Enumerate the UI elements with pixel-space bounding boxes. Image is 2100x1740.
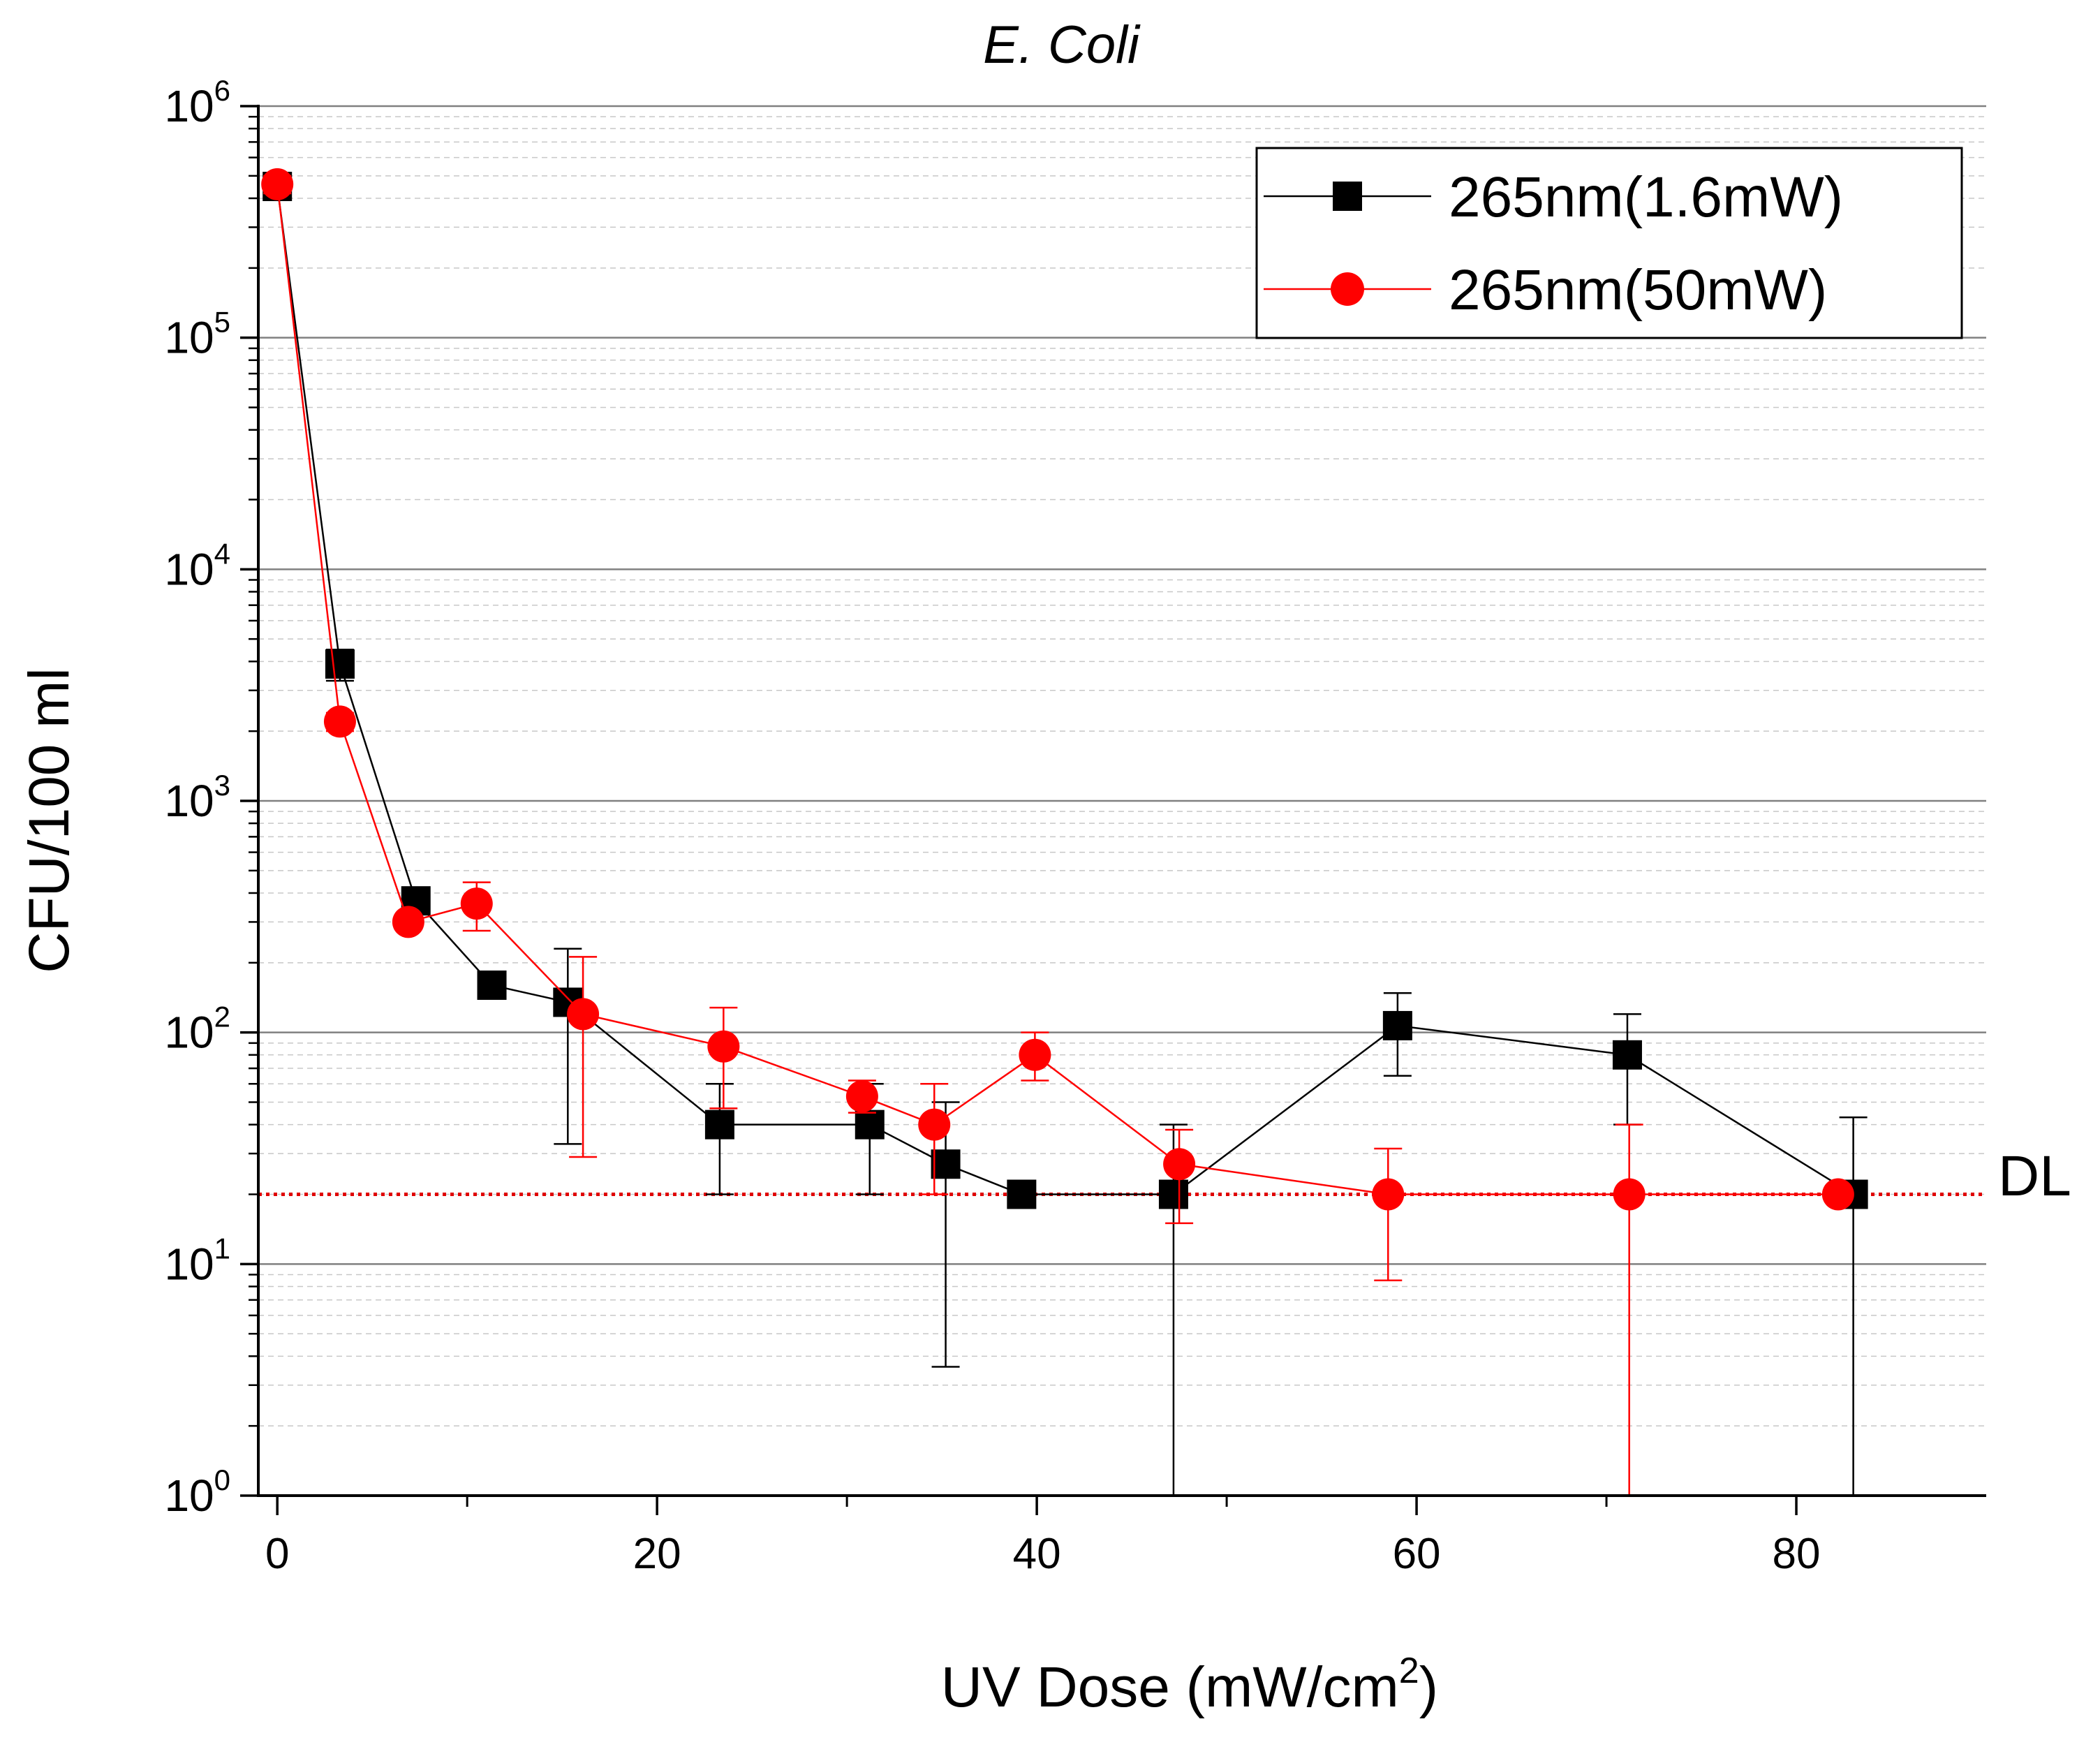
y-tick-base: 10: [164, 776, 214, 826]
y-tick-label: 104: [164, 537, 230, 594]
y-tick-exponent: 1: [214, 1232, 230, 1265]
legend-marker-series-1: [1333, 182, 1362, 211]
y-tick-exponent: 6: [214, 74, 230, 107]
series-1: [262, 172, 1868, 1496]
y-tick-exponent: 4: [214, 537, 230, 570]
y-tick-label: 101: [164, 1232, 230, 1289]
minor-gridlines: [258, 116, 1986, 1426]
detection-limit-label: DL: [1998, 1144, 2071, 1208]
y-tick-base: 10: [164, 1470, 214, 1521]
y-tick-exponent: 5: [214, 306, 230, 339]
y-tick-base: 10: [164, 313, 214, 363]
y-axis-title: CFU/100 ml: [17, 668, 81, 973]
y-tick-base: 10: [164, 1008, 214, 1058]
data-point: [1163, 1148, 1196, 1181]
y-tick-base: 10: [164, 81, 214, 131]
legend-frame: [1255, 147, 1963, 339]
data-point: [392, 906, 424, 938]
data-point: [1372, 1178, 1405, 1211]
data-point: [845, 1080, 878, 1113]
y-tick-label: 106: [164, 74, 230, 131]
x-tick-label: 80: [1773, 1530, 1821, 1578]
legend-label-series-2: 265nm(50mW): [1449, 258, 1827, 322]
x-axis-title: UV Dose (mW/cm2): [941, 1651, 1438, 1719]
data-point: [931, 1149, 961, 1179]
x-tick-label: 40: [1013, 1530, 1061, 1578]
x-axis-title-main: UV Dose (mW/cm: [941, 1656, 1399, 1719]
y-tick-base: 10: [164, 1239, 214, 1289]
y-tick-label: 100: [164, 1463, 230, 1521]
data-point: [1821, 1178, 1854, 1211]
y-tick-label: 102: [164, 1001, 230, 1058]
data-point: [567, 998, 600, 1031]
data-point: [477, 970, 507, 1000]
series-2: [261, 168, 1854, 1496]
x-axis-title-close: ): [1419, 1656, 1438, 1719]
data-point: [1019, 1038, 1051, 1071]
data-series: [261, 168, 1868, 1496]
legend-label-series-1: 265nm(1.6mW): [1449, 165, 1843, 229]
y-tick-exponent: 2: [214, 1001, 230, 1033]
data-point: [1382, 1010, 1412, 1040]
y-tick-label: 103: [164, 769, 230, 826]
major-gridlines: [258, 105, 1986, 1265]
data-point: [1158, 1179, 1188, 1209]
data-point: [325, 649, 355, 679]
data-point: [1613, 1178, 1646, 1211]
x-tick-label: 20: [633, 1530, 681, 1578]
y-tick-base: 10: [164, 544, 214, 594]
y-tick-exponent: 3: [214, 769, 230, 802]
data-point: [460, 887, 493, 920]
x-tick-label: 60: [1393, 1530, 1441, 1578]
data-point: [704, 1109, 734, 1140]
data-point: [855, 1109, 885, 1140]
data-point: [918, 1108, 951, 1141]
data-point: [1007, 1179, 1037, 1209]
x-axis-title-superscript: 2: [1399, 1651, 1419, 1691]
chart-title: E. Coli: [983, 15, 1141, 75]
data-point: [261, 168, 294, 200]
y-tick-exponent: 0: [214, 1463, 230, 1496]
data-point: [323, 705, 356, 738]
data-point: [707, 1030, 740, 1063]
legend: 265nm(1.6mW) 265nm(50mW): [1255, 147, 1963, 339]
x-tick-label: 0: [265, 1530, 289, 1578]
data-point: [1612, 1040, 1642, 1070]
y-tick-label: 105: [164, 306, 230, 363]
legend-marker-series-2: [1331, 272, 1364, 306]
